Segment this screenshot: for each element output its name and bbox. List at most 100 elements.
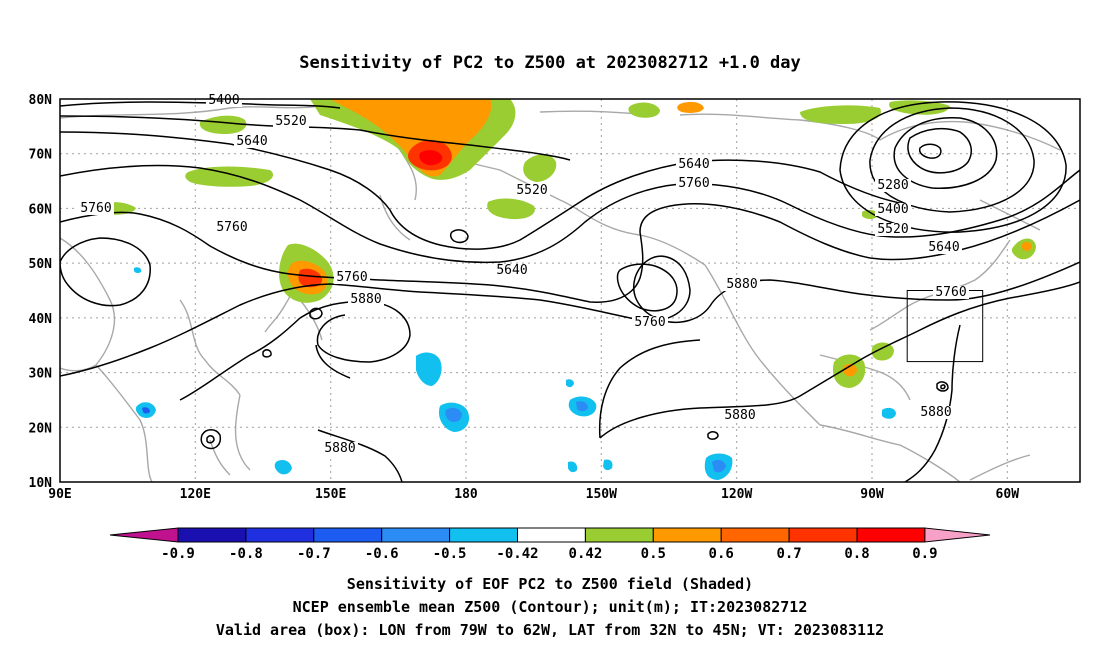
contour-label: 5880 bbox=[724, 277, 760, 292]
lat-tick: 80N bbox=[29, 93, 53, 108]
shade-positive-georgia bbox=[871, 342, 894, 361]
contour-label: 5760 bbox=[214, 220, 250, 235]
lon-tick: 150W bbox=[586, 487, 617, 502]
shade-positive-siberia-2 bbox=[185, 166, 274, 187]
lon-tick: 60W bbox=[996, 487, 1020, 502]
contour-label-text: 5640 bbox=[928, 240, 959, 255]
colorbar-tick-label: -0.5 bbox=[433, 546, 467, 562]
contour-label-text: 5760 bbox=[678, 176, 709, 191]
contour-label: 5400 bbox=[875, 202, 911, 217]
colorbar-tick-label: 0.5 bbox=[641, 546, 666, 562]
lat-tick: 40N bbox=[29, 312, 53, 327]
colorbar-tick-label: 0.9 bbox=[912, 546, 937, 562]
shade-positive-hudson bbox=[862, 209, 878, 219]
shade-positive-arctic-2 bbox=[677, 101, 704, 113]
shade-negative-1 bbox=[416, 352, 442, 386]
shade-negative-7 bbox=[566, 379, 574, 388]
contour-label-layer: 5400 5520 5640 5760 5760 5520 5760 5880 5640 5640… bbox=[78, 93, 969, 456]
contour-label-text: 5880 bbox=[350, 292, 381, 307]
sensitivity-shading bbox=[98, 99, 1036, 480]
contour-label-text: 5520 bbox=[275, 114, 306, 129]
lat-tick: 60N bbox=[29, 202, 53, 217]
colorbar-tick-label: -0.7 bbox=[297, 546, 331, 562]
shade-negative-11 bbox=[134, 267, 142, 274]
shade-negative-10 bbox=[882, 407, 896, 419]
shade-positive-arctic-3 bbox=[800, 105, 881, 124]
colorbar-bin bbox=[517, 527, 586, 543]
lat-tick: 10N bbox=[29, 476, 53, 491]
contour-label: 5280 bbox=[875, 178, 911, 193]
lat-axis: 80N 70N 60N 50N 40N 30N 20N 10N bbox=[29, 93, 53, 491]
contour-label: 5640 bbox=[676, 157, 712, 172]
contour-label-text: 5880 bbox=[324, 441, 355, 456]
contour-label-text: 5760 bbox=[935, 285, 966, 300]
shade-negative-8 bbox=[568, 461, 578, 473]
colorbar-bin bbox=[720, 527, 790, 543]
contour-label: 5760 bbox=[632, 315, 668, 330]
colorbar-bin bbox=[381, 527, 451, 543]
lon-tick: 120E bbox=[180, 487, 211, 502]
shade-positive-arctic-4 bbox=[889, 100, 950, 115]
caption-line-3: Valid area (box): LON from 79W to 62W, L… bbox=[216, 621, 884, 639]
colorbar-tick-label: -0.9 bbox=[161, 546, 195, 562]
colorbar-under-arrow bbox=[109, 527, 179, 543]
shade-negative-2b bbox=[445, 407, 462, 423]
contour-label: 5880 bbox=[322, 441, 358, 456]
contour-label: 5520 bbox=[273, 114, 309, 129]
caption-line-1: Sensitivity of EOF PC2 to Z500 field (Sh… bbox=[347, 575, 753, 593]
contour-label-text: 5400 bbox=[208, 93, 239, 108]
contour-label: 5760 bbox=[933, 285, 969, 300]
contour-label: 5880 bbox=[722, 408, 758, 423]
lat-tick: 30N bbox=[29, 367, 53, 382]
map-frame bbox=[59, 98, 1081, 483]
contour-label-text: 5760 bbox=[336, 270, 367, 285]
contour-label-text: 5640 bbox=[496, 263, 527, 278]
contour-label: 5880 bbox=[918, 405, 954, 420]
shade-positive-gulf bbox=[487, 198, 535, 220]
colorbar-bin bbox=[245, 527, 315, 543]
colorbar-bin bbox=[177, 527, 247, 543]
contour-label-text: 5760 bbox=[80, 201, 111, 216]
shade-negative-5b bbox=[142, 407, 150, 414]
contour-label-text: 5520 bbox=[877, 222, 908, 237]
caption-line-2: NCEP ensemble mean Z500 (Contour); unit(… bbox=[293, 598, 808, 616]
shade-positive-labrador-orange bbox=[1022, 241, 1032, 251]
contour-label: 5520 bbox=[514, 183, 550, 198]
lon-tick: 90W bbox=[860, 487, 884, 502]
lat-tick: 50N bbox=[29, 257, 53, 272]
shade-positive-bering-darkred bbox=[419, 150, 443, 166]
contour-label-text: 5760 bbox=[634, 315, 665, 330]
lon-tick: 150E bbox=[315, 487, 346, 502]
contour-label: 5640 bbox=[234, 134, 270, 149]
colorbar-tick-label: 0.8 bbox=[844, 546, 869, 562]
lon-tick: 90E bbox=[48, 487, 71, 502]
lon-tick: 180 bbox=[454, 487, 478, 502]
contour-label-text: 5640 bbox=[236, 134, 267, 149]
shade-negative-9 bbox=[603, 459, 613, 471]
shade-positive-arctic-1 bbox=[628, 102, 660, 118]
colorbar-over-arrow bbox=[924, 527, 991, 543]
colorbar-tick-label: -0.6 bbox=[365, 546, 399, 562]
contour-label: 5760 bbox=[78, 201, 114, 216]
contour-label: 5640 bbox=[494, 263, 530, 278]
contour-label-text: 5760 bbox=[216, 220, 247, 235]
colorbar-bin bbox=[449, 527, 519, 543]
colorbar-bin bbox=[584, 527, 654, 543]
colorbar-tick-label: 0.42 bbox=[569, 546, 603, 562]
contour-label-text: 5880 bbox=[724, 408, 755, 423]
shade-negative-4b bbox=[712, 459, 726, 473]
contour-label: 5880 bbox=[348, 292, 384, 307]
colorbar: -0.9 -0.8 -0.7 -0.6 -0.5 -0.42 0.42 0.5 0.6 0.7 0.… bbox=[109, 527, 991, 562]
colorbar-bin bbox=[856, 527, 926, 543]
contour-label-text: 5400 bbox=[877, 202, 908, 217]
lon-tick: 120W bbox=[721, 487, 752, 502]
contour-label-text: 5280 bbox=[877, 178, 908, 193]
z500-contours bbox=[60, 101, 1080, 482]
contour-label: 5520 bbox=[875, 222, 911, 237]
contour-label: 5400 bbox=[206, 93, 242, 108]
colorbar-bin bbox=[652, 527, 722, 543]
contour-label: 5640 bbox=[926, 240, 962, 255]
colorbar-tick-label: -0.42 bbox=[496, 546, 538, 562]
caption-block: Sensitivity of EOF PC2 to Z500 field (Sh… bbox=[216, 575, 884, 639]
